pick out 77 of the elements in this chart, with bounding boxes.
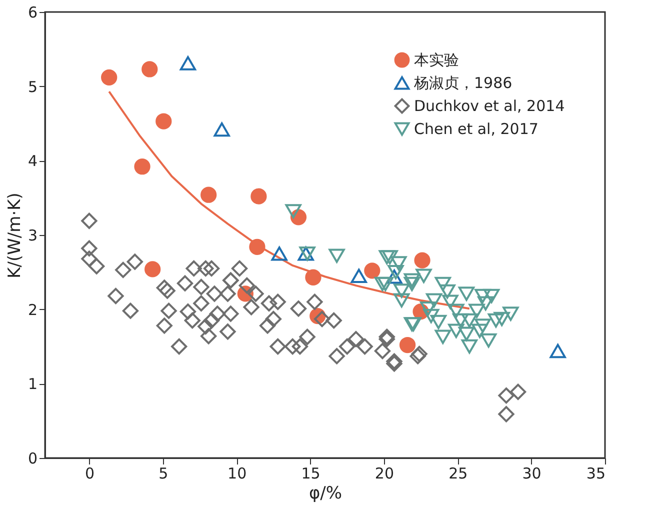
point: [200, 186, 217, 203]
point: [494, 312, 510, 326]
point: [488, 313, 504, 328]
point: [502, 306, 519, 321]
point: [394, 293, 410, 308]
point: [426, 293, 442, 308]
point: [448, 324, 464, 338]
point: [156, 113, 172, 130]
point: [483, 288, 500, 304]
x-tick-label: 5: [158, 464, 168, 482]
point: [478, 296, 494, 311]
point: [394, 284, 410, 298]
point: [442, 294, 458, 310]
legend-label: 本实验: [414, 51, 459, 69]
point: [550, 344, 566, 358]
point: [474, 318, 491, 333]
point: [458, 286, 475, 301]
point: [364, 262, 380, 279]
point: [101, 69, 118, 86]
x-tick-label: 20: [374, 464, 394, 482]
point: [480, 333, 497, 348]
legend-label: 杨淑贞，1986: [413, 74, 512, 92]
point: [249, 238, 266, 255]
point: [430, 314, 447, 330]
legend-label: Duchkov et al, 2014: [414, 97, 565, 115]
x-tick-label: 25: [448, 464, 468, 482]
x-tick-label: 15: [301, 464, 320, 482]
y-tick-label: 4: [28, 152, 38, 170]
point: [271, 246, 288, 261]
point: [388, 265, 404, 280]
point: [378, 250, 395, 264]
y-axis-title: K/(W/m·K): [4, 192, 25, 278]
point: [382, 250, 398, 264]
legend-label: Chen et al, 2017: [414, 120, 538, 138]
point: [285, 204, 302, 218]
point: [377, 276, 394, 292]
point: [420, 301, 436, 316]
point: [399, 336, 416, 354]
point: [472, 324, 488, 338]
y-tick-label: 5: [28, 78, 38, 96]
y-tick-label: 2: [28, 300, 38, 319]
point: [461, 313, 478, 328]
point: [423, 308, 440, 324]
point: [390, 256, 407, 270]
y-tick-label: 0: [28, 450, 38, 468]
x-tick-label: 0: [84, 464, 94, 482]
point: [452, 313, 469, 328]
point: [468, 304, 485, 318]
point: [250, 188, 267, 204]
point: [305, 269, 322, 286]
point: [404, 276, 420, 292]
x-tick-label: 30: [522, 464, 542, 482]
point: [414, 252, 430, 268]
point: [416, 268, 432, 284]
point: [328, 248, 345, 263]
point: [439, 284, 456, 299]
x-axis-title: φ/%: [308, 484, 342, 504]
point: [386, 270, 402, 284]
point: [458, 326, 475, 341]
x-tick-label: 35: [586, 464, 606, 482]
point: [404, 273, 420, 288]
point: [374, 276, 391, 292]
y-tick-label: 1: [28, 375, 38, 394]
point: [142, 61, 158, 78]
point: [461, 339, 478, 354]
point: [144, 261, 161, 278]
point: [434, 276, 451, 292]
y-tick-label: 6: [28, 4, 38, 22]
point: [350, 268, 367, 284]
point: [214, 122, 230, 137]
x-tick-label: 10: [228, 464, 247, 482]
point: [180, 56, 196, 70]
point: [434, 330, 451, 344]
y-tick-label: 3: [28, 226, 38, 244]
point: [134, 158, 150, 175]
point: [474, 288, 491, 304]
point: [448, 304, 464, 318]
